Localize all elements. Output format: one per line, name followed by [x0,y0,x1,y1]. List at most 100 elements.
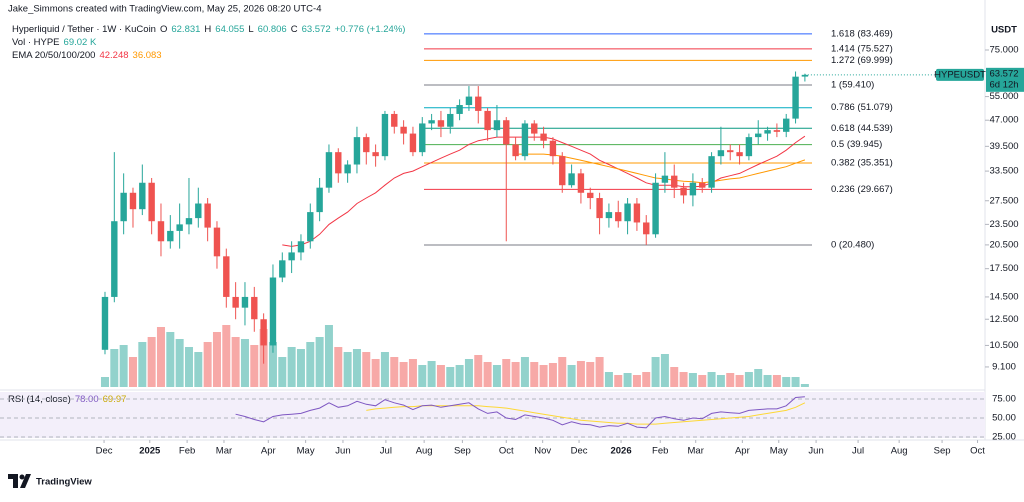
legend-row: Vol · HYPE 69.02 K [12,37,97,48]
volume-bar [539,365,548,387]
volume-bar [306,342,315,387]
ema-title: EMA 20/50/100/200 [12,50,95,61]
fib-label: 0.236 (29.667) [831,184,893,195]
candle-body [717,150,725,157]
candle-body [101,296,109,350]
x-tick-label: May [770,446,788,457]
candle-body [316,187,323,213]
price-tag-value: 63.572 [989,68,1018,79]
logo-icon [8,474,31,488]
volume-bar [184,347,193,387]
candle-body [475,96,482,111]
volume-bar [511,362,520,387]
volume-bar [138,342,147,387]
candle-body [437,120,445,127]
candle-body [400,126,407,134]
rsi-tick-label: 50.00 [992,412,1016,423]
candle-body [596,198,603,219]
candle-body [540,133,547,141]
candle-body [297,241,305,253]
candle-body [512,144,519,157]
candle-body [223,256,230,297]
candle-body [120,192,127,222]
x-tick-label: Jul [380,446,392,457]
fib-label: 0.786 (51.079) [831,102,893,113]
candle-body [232,296,239,308]
y-tick-label: 75.000 [989,45,1018,56]
change: +0.776 (+1.24%) [335,24,406,35]
ohlc-value: 62.831 [171,24,200,35]
candle-body [428,120,435,124]
candle-body [587,192,594,199]
fib-label: 0.5 (39.945) [831,139,882,150]
y-tick-label: 33.500 [989,166,1018,177]
candle-body [325,152,333,188]
candle-body [503,120,510,145]
candle-body [661,175,669,183]
volume-value: 69.02 K [64,37,97,48]
volume-bar [212,332,221,387]
x-tick-label: Oct [970,446,985,457]
y-tick-label: 14.500 [989,291,1018,302]
candle-body [157,221,165,242]
volume-bar [614,375,623,387]
volume-bar [418,365,427,387]
candle-body [671,175,678,188]
rsi-title: RSI (14, close) [8,394,71,405]
ohlc-value: 60.806 [258,24,287,35]
volume-bar [352,349,361,387]
y-tick-label: 47.000 [989,115,1018,126]
candle-body [213,227,221,257]
x-tick-label: Oct [499,446,514,457]
volume-bar [324,325,333,387]
candle-body [465,96,473,106]
volume-bar [343,352,352,387]
y-tick-label: 55.000 [989,91,1018,102]
volume-bar [128,357,137,387]
rsi-tick-label: 25.00 [992,431,1016,442]
rsi-line [235,396,805,429]
x-tick-label: Jun [335,446,350,457]
volume-bar [595,357,604,387]
candle-body [689,182,697,196]
legend-row: EMA 20/50/100/200 42.248 36.083 [12,50,162,61]
candle-body [391,113,398,127]
candle-body [568,173,575,186]
volume-bar [791,377,800,387]
candle-body [615,212,622,222]
legend-row: Hyperliquid / Tether · 1W · KuCoin O 62.83… [12,24,405,35]
candle-body [185,218,193,225]
volume-bar [604,372,613,387]
candle-body [344,164,351,174]
symbol: Hyperliquid / Tether · 1W · KuCoin [12,24,156,35]
fib-label: 0 (20.480) [831,240,874,251]
x-tick-label: Mar [216,446,232,457]
volume-bar [474,355,483,387]
x-tick-label: Dec [571,446,588,457]
volume-bar [800,383,809,387]
y-tick-label: 10.500 [989,340,1018,351]
y-tick-label: 20.500 [989,239,1018,250]
x-tick-label: May [297,446,315,457]
volume-title: Vol · HYPE [12,37,60,48]
candle-body [111,221,118,297]
volume-bar [240,339,249,387]
volume-bar [688,373,697,387]
ohlc-key: C [291,24,298,35]
volume-bar [446,367,455,387]
candle-body [549,140,557,157]
volume-bar [147,337,156,387]
volume-bar [175,339,184,387]
volume-bar [464,359,473,387]
candle-body [680,187,687,196]
x-tick-label: Aug [891,446,908,457]
fib-label: 1.618 (83.469) [831,28,893,39]
volume-bar [203,342,212,387]
volume-bar [548,363,557,387]
candle-body [409,133,417,153]
volume-bar [651,357,660,387]
y-tick-label: 12.500 [989,314,1018,325]
x-tick-label: Jul [852,446,864,457]
candle-body [484,110,491,131]
